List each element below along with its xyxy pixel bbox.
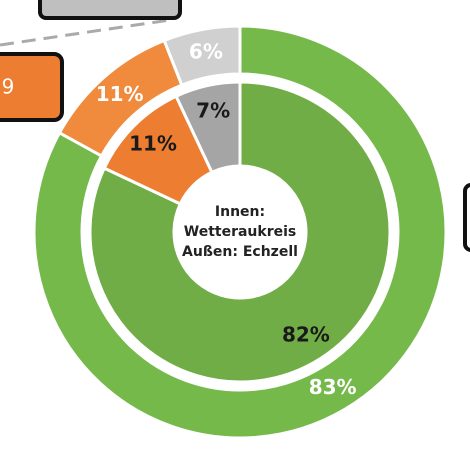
data-label: 82%	[282, 322, 330, 346]
center-hole	[176, 168, 304, 296]
data-label: 11%	[129, 132, 177, 156]
leader-line	[0, 18, 171, 47]
donut-slice	[162, 24, 242, 88]
data-label: 11%	[96, 82, 144, 106]
donut-slice	[174, 80, 242, 175]
center-text: Innen:	[215, 204, 265, 220]
data-label: 7%	[196, 98, 230, 122]
rings: 82% 11% 7% 83% 11% 6%	[32, 24, 448, 440]
donut-slice	[88, 80, 392, 384]
donut-slice	[32, 24, 448, 440]
center-text: Außen: Echzell	[182, 244, 298, 260]
callout-label: 9	[2, 75, 15, 99]
data-label: 6%	[189, 40, 223, 64]
callout-box	[38, 0, 182, 20]
callout-box	[0, 52, 64, 122]
callout-box	[463, 183, 470, 252]
data-label: 83%	[309, 375, 357, 399]
center-text: Wetteraukreis	[184, 224, 296, 240]
